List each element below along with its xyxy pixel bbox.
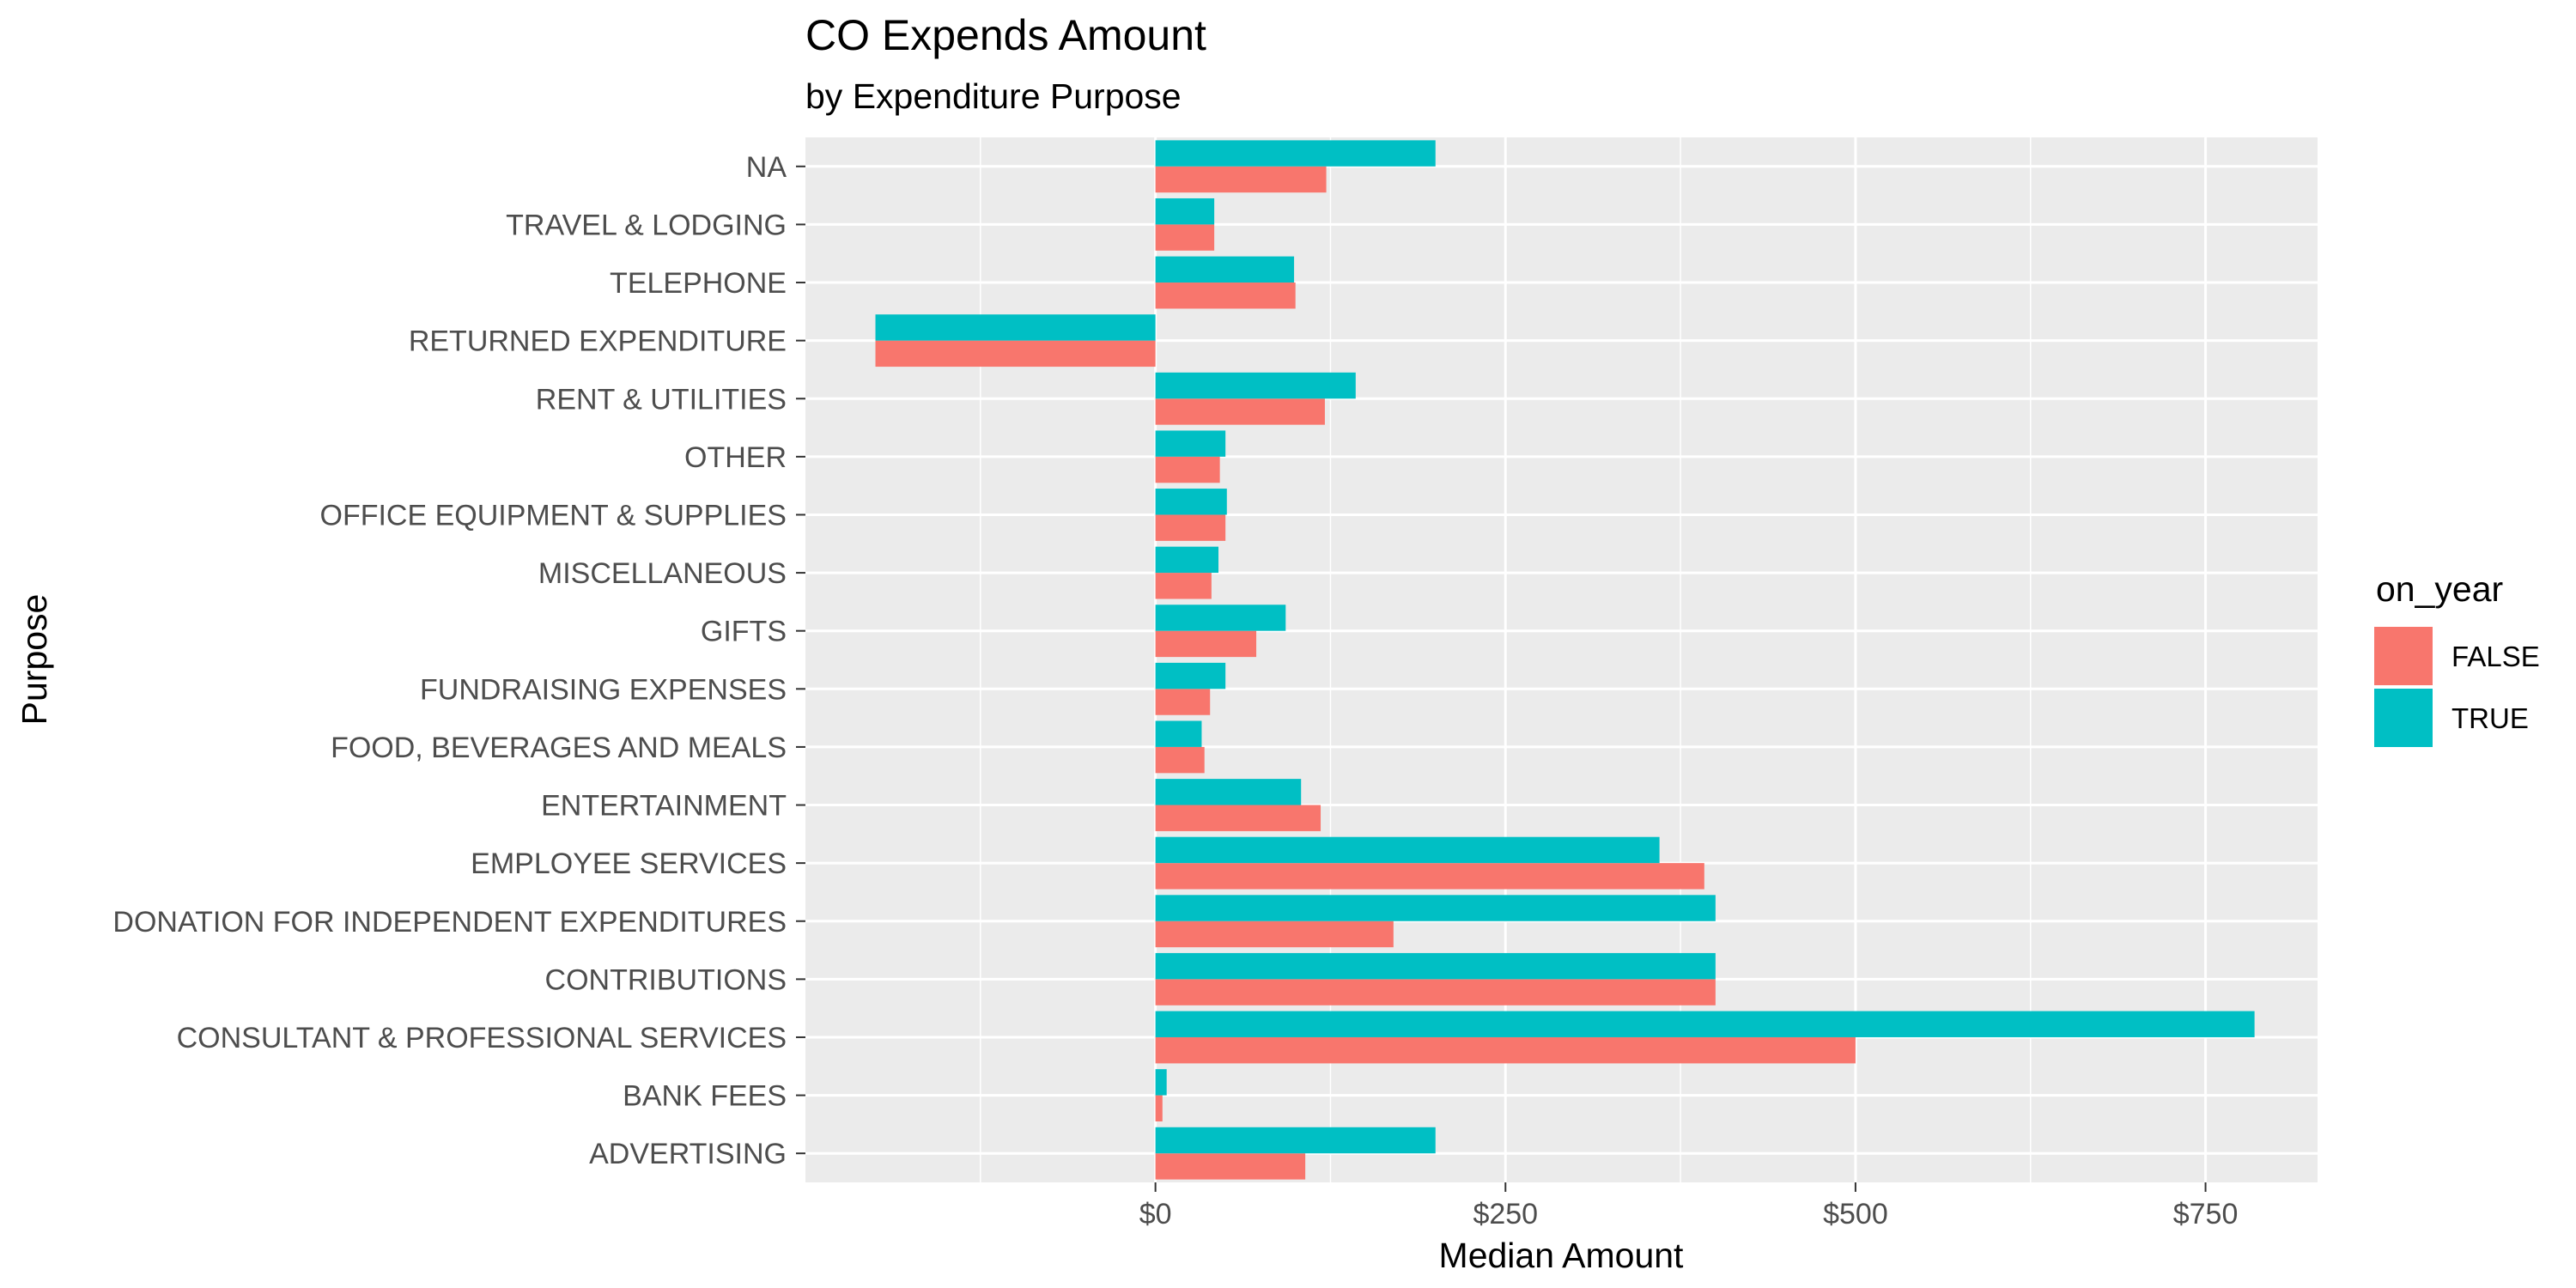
bar-true — [1155, 256, 1295, 283]
y-tick-label: OFFICE EQUIPMENT & SUPPLIES — [320, 499, 787, 532]
bar-false — [1155, 514, 1226, 541]
y-tick-label: TRAVEL & LODGING — [506, 209, 787, 241]
y-tick-label: CONTRIBUTIONS — [545, 963, 787, 996]
bar-true — [1155, 1069, 1167, 1096]
x-tick-label: $0 — [1139, 1198, 1172, 1230]
legend-label-true: TRUE — [2451, 702, 2529, 734]
bar-false — [1155, 456, 1220, 483]
bar-false — [1155, 689, 1211, 715]
y-tick-label: FOOD, BEVERAGES AND MEALS — [331, 732, 787, 764]
legend-items: FALSE TRUE — [2374, 627, 2540, 747]
bar-false — [1155, 398, 1325, 425]
bar-true — [1155, 605, 1286, 631]
x-tick-label: $250 — [1473, 1198, 1538, 1230]
bar-true — [1155, 1127, 1436, 1154]
y-tick-label: GIFTS — [701, 616, 787, 648]
y-tick-label: MISCELLANEOUS — [538, 557, 787, 590]
bar-false — [875, 340, 1156, 368]
bar-true — [1155, 662, 1226, 690]
bar-false — [1155, 224, 1215, 251]
y-axis: ADVERTISING BANK FEES CONSULTANT & PROFESS… — [112, 151, 805, 1170]
bar-false — [1155, 166, 1327, 193]
bar-false — [1155, 283, 1296, 309]
y-tick-label: ADVERTISING — [589, 1138, 787, 1170]
bar-false — [1155, 1095, 1163, 1122]
legend-key-true — [2374, 689, 2433, 747]
y-tick-label: FUNDRAISING EXPENSES — [420, 673, 787, 706]
bar-true — [1155, 430, 1226, 457]
x-axis: $0 $250 $500 $750 — [1139, 1182, 2239, 1230]
bar-false — [1155, 863, 1704, 890]
y-axis-title: Purpose — [15, 594, 54, 726]
bar-true — [1155, 836, 1660, 864]
y-tick-label: BANK FEES — [623, 1080, 787, 1113]
bar-true — [1155, 140, 1436, 167]
bar-false — [1155, 746, 1205, 774]
bar-true — [1155, 372, 1356, 399]
y-tick-label: RETURNED EXPENDITURE — [409, 325, 787, 358]
bar-false — [1155, 979, 1716, 1005]
legend-title: on_year — [2376, 569, 2503, 609]
bar-true — [1155, 489, 1227, 515]
bar-true — [1155, 546, 1219, 574]
plot-panel — [805, 137, 2318, 1182]
bar-true — [1155, 720, 1202, 747]
bar-false — [1155, 1036, 1856, 1064]
bar-false — [1155, 920, 1394, 948]
bar-true — [1155, 1011, 2255, 1037]
y-tick-label: OTHER — [684, 441, 787, 474]
y-tick-label: ENTERTAINMENT — [541, 790, 787, 823]
legend: on_year FALSE TRUE — [2374, 569, 2540, 747]
bar-true — [1155, 895, 1716, 921]
legend-label-false: FALSE — [2451, 641, 2540, 672]
bar-true — [1155, 779, 1302, 805]
bars — [875, 140, 2255, 1180]
y-tick-label: DONATION FOR INDEPENDENT EXPENDITURES — [112, 906, 787, 939]
bar-false — [1155, 630, 1257, 658]
bar-false — [1155, 1153, 1306, 1180]
bar-true — [1155, 952, 1716, 980]
y-tick-label: NA — [746, 151, 787, 184]
y-tick-label: EMPLOYEE SERVICES — [471, 848, 787, 880]
x-tick-label: $750 — [2173, 1198, 2239, 1230]
bar-false — [1155, 573, 1212, 599]
y-tick-label: RENT & UTILITIES — [536, 383, 787, 416]
y-tick-label: TELEPHONE — [610, 267, 787, 300]
x-axis-title: Median Amount — [1439, 1236, 1685, 1275]
x-tick-label: $500 — [1823, 1198, 1888, 1230]
chart-subtitle: by Expenditure Purpose — [805, 76, 1182, 116]
bar-true — [1155, 197, 1215, 225]
legend-key-false — [2374, 627, 2433, 685]
y-tick-label: CONSULTANT & PROFESSIONAL SERVICES — [177, 1022, 787, 1054]
bar-false — [1155, 805, 1321, 831]
bar-true — [875, 314, 1156, 341]
chart-title: CO Expends Amount — [805, 11, 1206, 59]
